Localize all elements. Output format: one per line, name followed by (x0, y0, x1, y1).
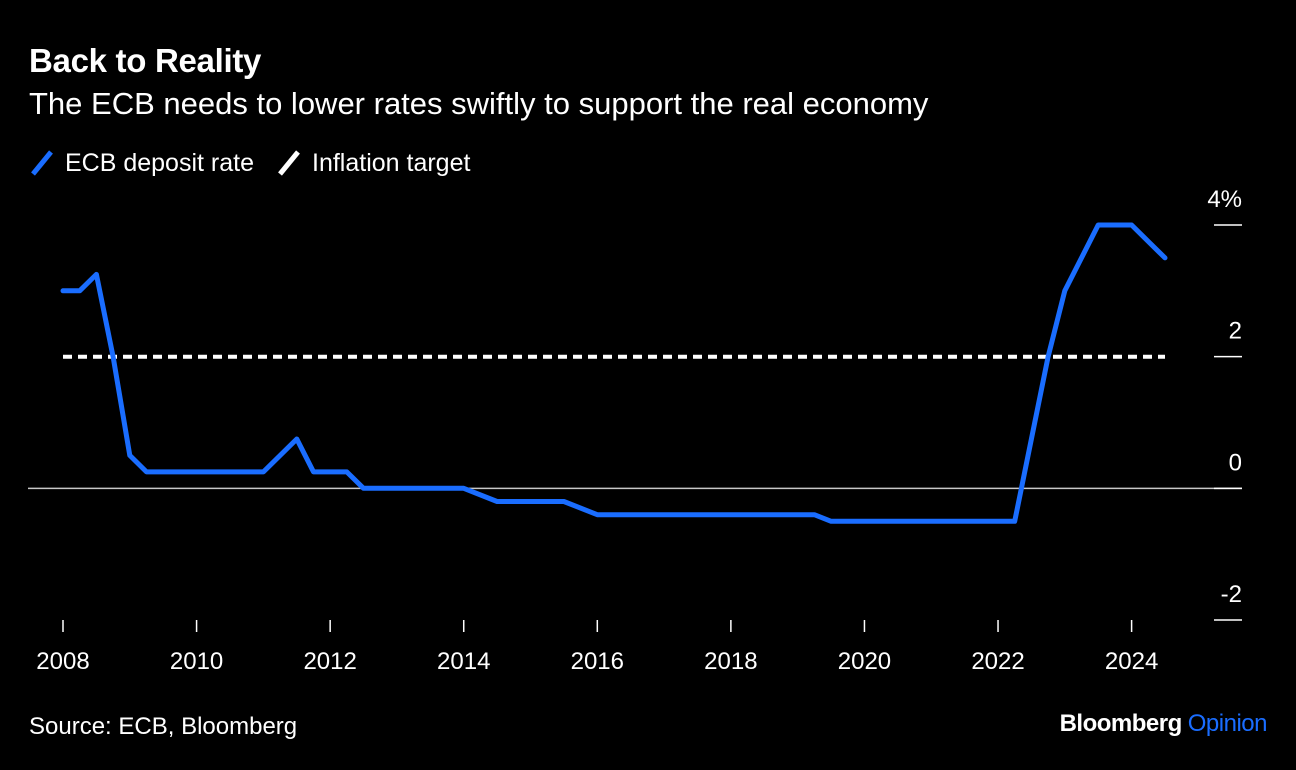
legend: ECB deposit rate Inflation target (29, 148, 492, 178)
chart-subtitle: The ECB needs to lower rates swiftly to … (29, 86, 929, 121)
y-tick-label: 0 (1229, 449, 1242, 476)
legend-item-inflation-target: Inflation target (276, 148, 470, 178)
legend-label-inflation-target: Inflation target (312, 148, 471, 177)
x-tick-label: 2020 (838, 648, 891, 675)
series-ecb-deposit-rate (60, 222, 1168, 524)
y-tick-label: 2 (1229, 318, 1242, 345)
x-tick-label: 2012 (303, 648, 356, 675)
legend-item-deposit-rate: ECB deposit rate (29, 148, 254, 178)
x-tick-label: 2010 (170, 648, 223, 675)
x-tick-label: 2024 (1105, 648, 1158, 675)
x-tick-label: 2008 (36, 648, 89, 675)
x-tick-label: 2014 (437, 648, 490, 675)
brand-main: Bloomberg (1059, 710, 1183, 737)
source-note: Source: ECB, Bloomberg (29, 713, 298, 740)
chart-title: Back to Reality (29, 42, 262, 79)
y-tick-label: -2 (1221, 581, 1242, 608)
x-tick-label: 2018 (704, 648, 757, 675)
brand-logo: Bloomberg Opinion (1059, 710, 1268, 738)
x-tick-label: 2022 (971, 648, 1024, 675)
white-slash-icon (278, 150, 300, 176)
blue-slash-icon (31, 150, 53, 176)
legend-label-deposit-rate: ECB deposit rate (65, 148, 254, 177)
y-tick-label: 4% (1207, 186, 1242, 213)
x-tick-label: 2016 (571, 648, 624, 675)
brand-sub: Opinion (1187, 710, 1268, 737)
